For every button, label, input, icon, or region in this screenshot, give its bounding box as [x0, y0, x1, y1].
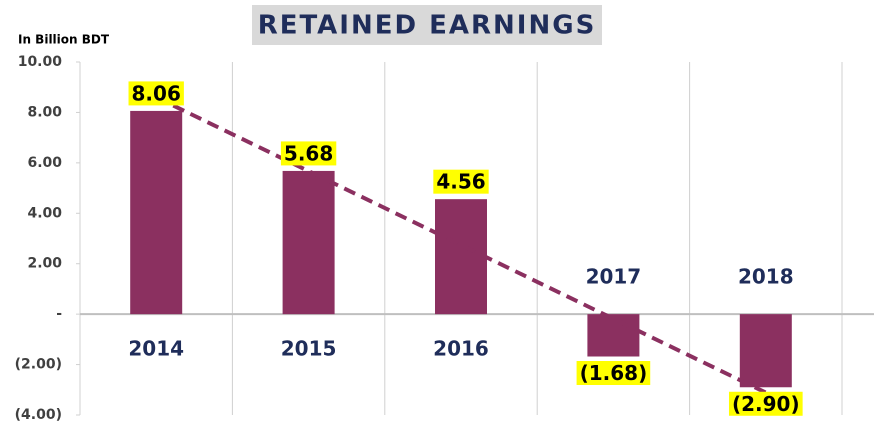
x-tick-label: 2016	[433, 337, 489, 361]
value-label: (1.68)	[580, 361, 648, 385]
bar	[130, 110, 183, 315]
y-tick-label: 6.00	[27, 155, 62, 171]
chart-title: RETAINED EARNINGS	[258, 11, 597, 41]
y-tick-label: -	[56, 306, 62, 322]
y-axis-label: In Billion BDT	[18, 33, 110, 47]
y-tick-label: 4.00	[27, 205, 62, 221]
x-tick-label: 2018	[738, 265, 794, 289]
y-tick-label: (2.00)	[15, 357, 62, 373]
y-tick-label: 8.00	[27, 104, 62, 120]
value-label-bg	[728, 391, 803, 416]
bar	[739, 314, 792, 388]
bar	[587, 314, 640, 357]
y-tick-label: (4.00)	[15, 407, 62, 423]
x-tick-label: 2017	[586, 265, 642, 289]
value-label: 5.68	[284, 141, 333, 165]
value-label-bg	[433, 169, 489, 194]
title-box	[252, 5, 602, 45]
value-label: 4.56	[436, 170, 485, 194]
bar	[435, 199, 487, 315]
value-label: 8.06	[132, 81, 181, 105]
bar	[282, 170, 335, 315]
x-tick-label: 2014	[128, 337, 184, 361]
y-tick-label: 10.00	[18, 54, 63, 70]
x-tick-label: 2015	[281, 337, 337, 361]
value-label-bg	[576, 361, 651, 386]
value-label-bg	[280, 141, 337, 166]
value-label: (2.90)	[732, 392, 800, 416]
y-tick-label: 2.00	[27, 256, 62, 272]
value-label-bg	[128, 81, 184, 106]
